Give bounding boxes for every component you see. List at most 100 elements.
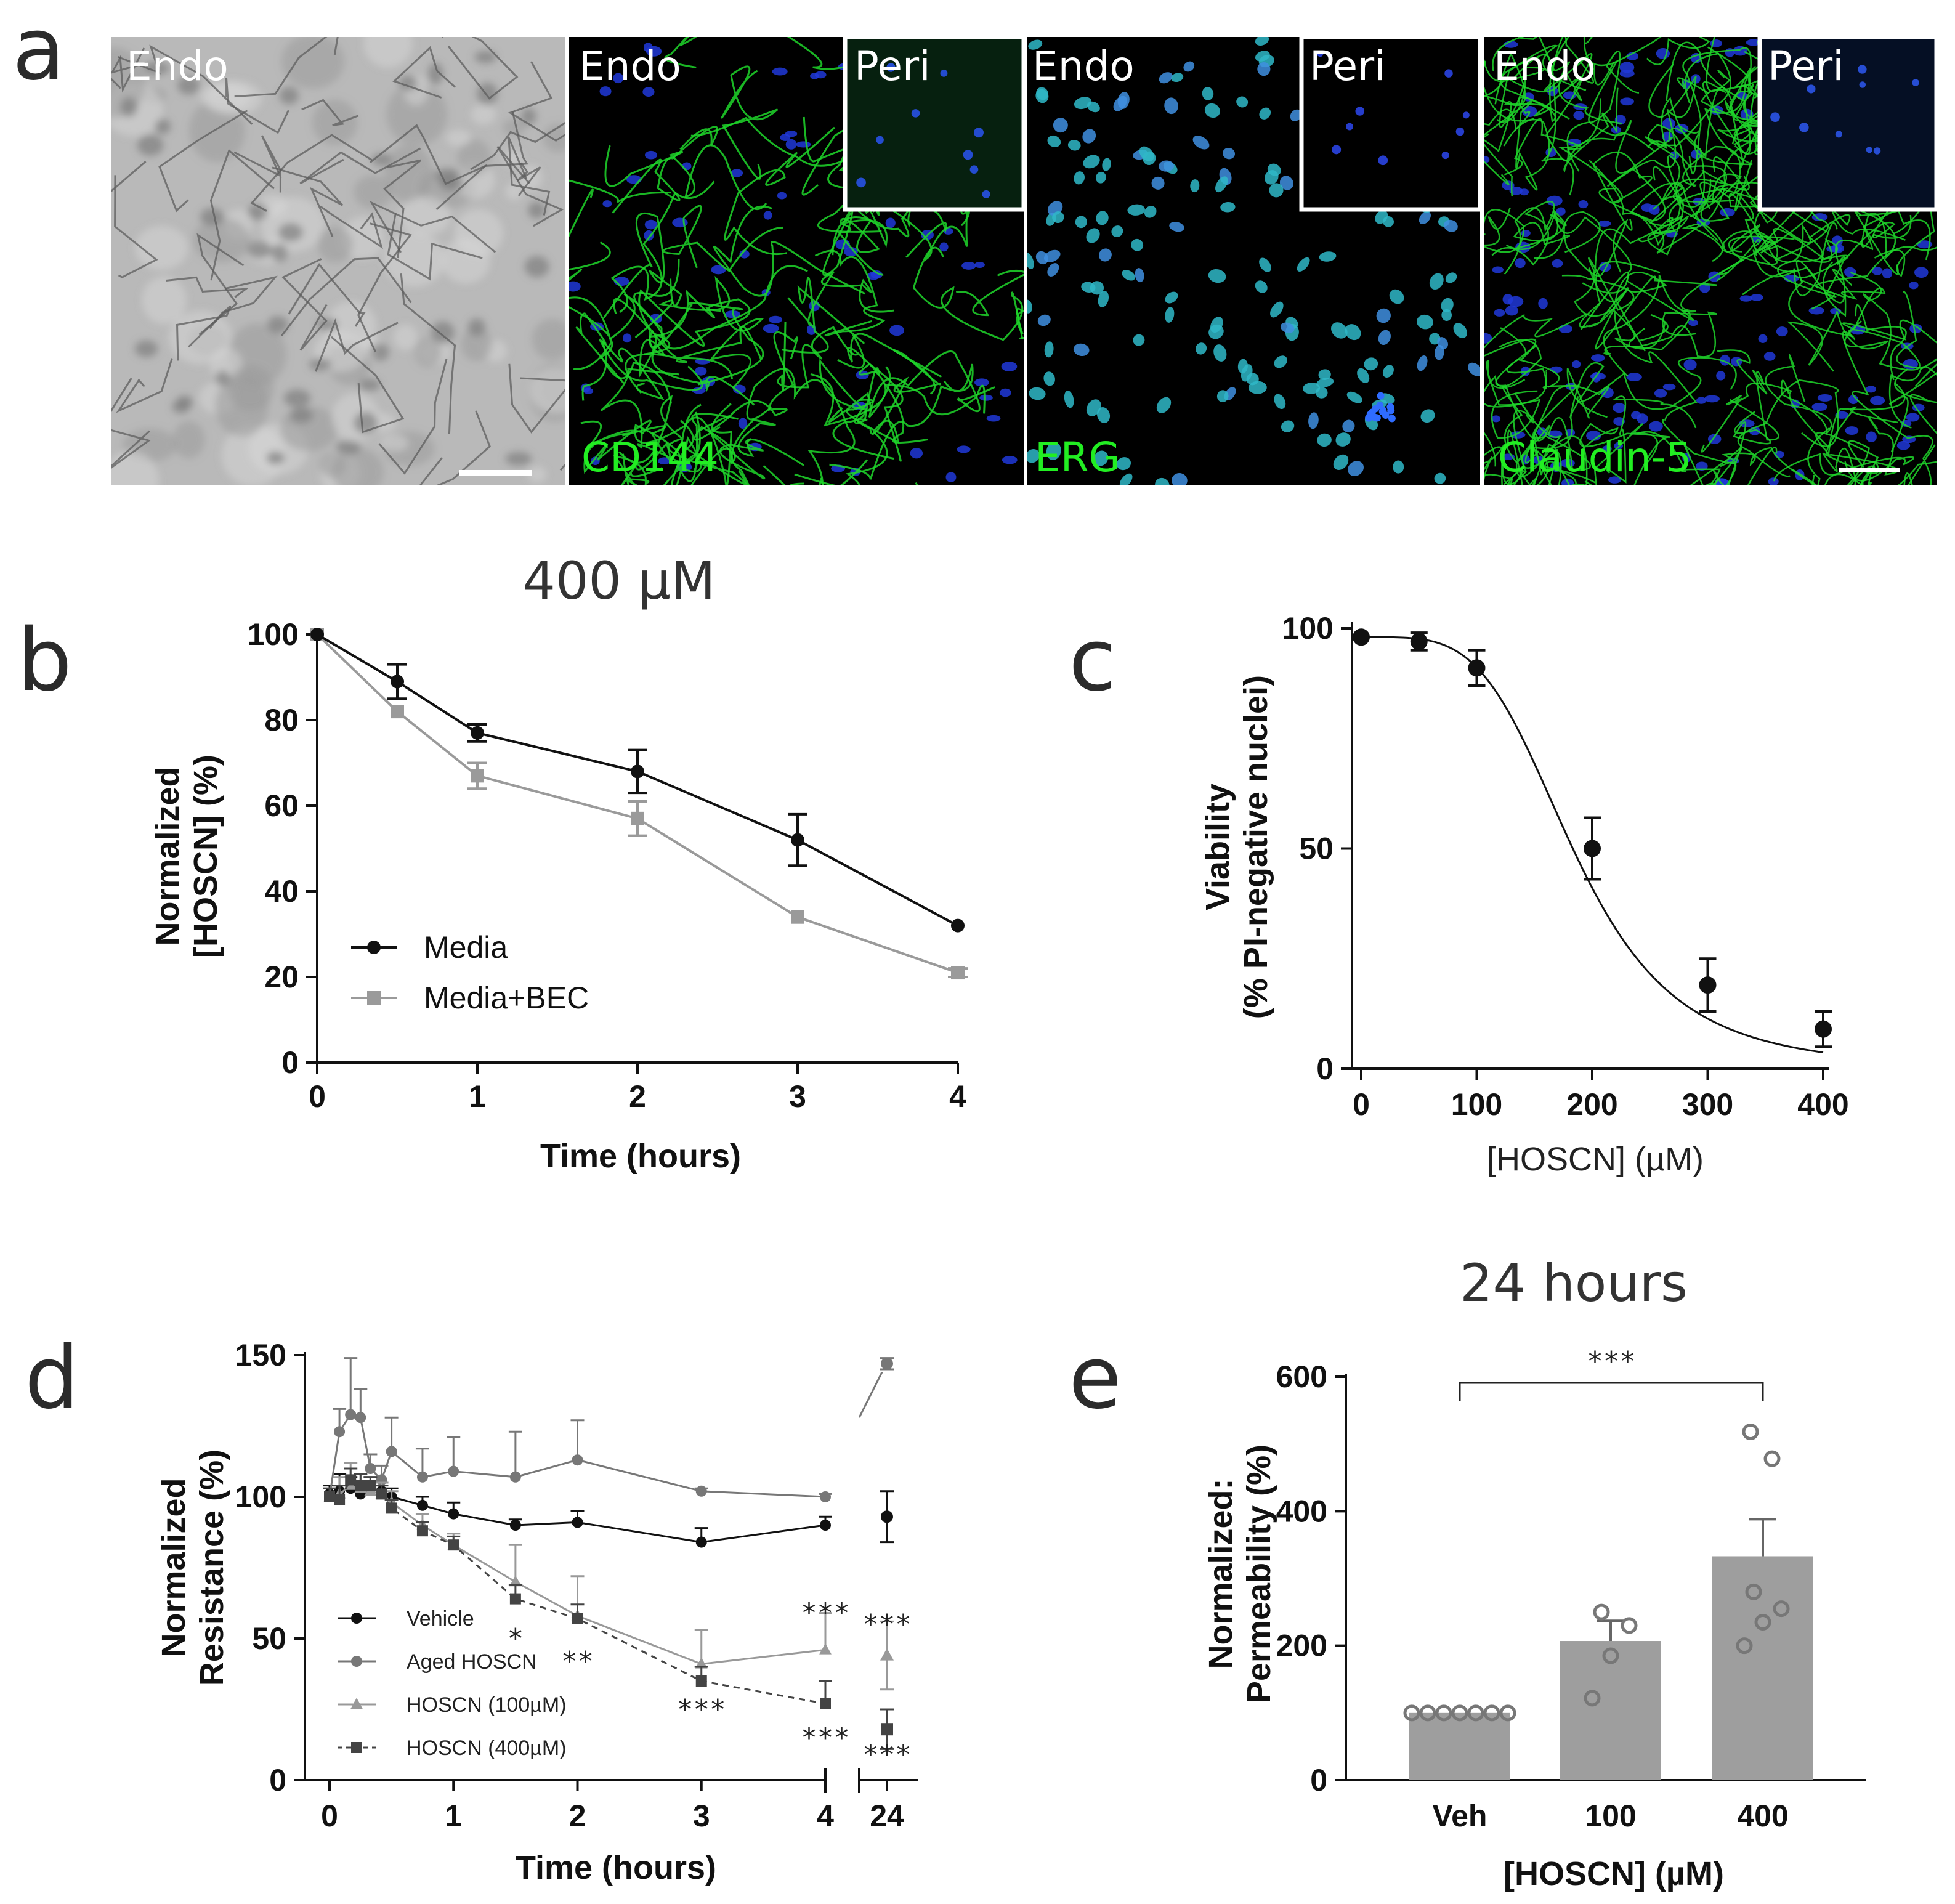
x-tick-label: 1 [445, 1799, 462, 1833]
data-point [572, 1613, 583, 1624]
data-point [448, 1465, 459, 1477]
x-tick-label: 24 [870, 1799, 904, 1833]
legend-marker [367, 941, 381, 954]
y-tick-label: 600 [1276, 1359, 1327, 1394]
data-point [572, 1517, 583, 1528]
data-point [386, 1446, 397, 1457]
data-point [1403, 1704, 1420, 1722]
bar [1560, 1641, 1661, 1780]
data-point [881, 1357, 893, 1370]
data-point [1621, 1617, 1638, 1634]
y-tick-label: 0 [1316, 1051, 1334, 1086]
data-point [509, 1520, 521, 1531]
data-point [820, 1698, 831, 1709]
y-tick-label: 50 [252, 1621, 286, 1656]
inset-peri-claudin-5 [1757, 34, 1939, 212]
y-axis-label-line1: Normalized [149, 766, 186, 946]
tile-label-peri: Peri [854, 43, 931, 90]
data-point [1435, 1704, 1452, 1722]
micrograph-phase-contrast [111, 37, 565, 485]
y-tick-label: 0 [281, 1045, 299, 1080]
chart-title: 400 µM [523, 551, 716, 611]
data-point [791, 910, 804, 924]
panel-e-chart: 24 hours 0 200 400 600 Veh 100 400 *** [HOSCN]… [1202, 1253, 1866, 1892]
y-axis-label-line1: Normalized [155, 1478, 192, 1657]
x-tick-label: 300 [1682, 1087, 1733, 1122]
data-point [334, 1426, 346, 1438]
panel-a-micrographs: Endo Endo Peri CD144 Endo Peri ERG Endo … [111, 34, 1939, 485]
data-point [416, 1525, 428, 1537]
data-point [791, 833, 804, 847]
x-axis-label: [HOSCN] (µM) [1487, 1141, 1704, 1178]
x-tick-label: 100 [1585, 1799, 1636, 1833]
significance-mark: *** [862, 1740, 911, 1771]
y-axis-label-line2: Permeability (%) [1241, 1444, 1277, 1703]
data-point [1754, 1613, 1771, 1631]
data-point [820, 1520, 831, 1531]
scale-bar [459, 470, 532, 476]
data-point [1593, 1603, 1610, 1621]
data-point [509, 1575, 522, 1587]
data-point [509, 1471, 521, 1483]
data-point [695, 1485, 707, 1497]
data-point [365, 1463, 376, 1474]
x-tick-label: 2 [569, 1799, 586, 1833]
y-tick-label: 400 [1276, 1494, 1327, 1528]
data-point [376, 1488, 387, 1500]
panel-d-chart: 0 50 100 150 0 1 2 3 4 24 Vehicle Aged HOSCN HOSCN … [155, 1338, 918, 1886]
y-axis-label-line1: Viability [1199, 784, 1236, 910]
data-point [951, 918, 965, 933]
data-point [1451, 1704, 1468, 1722]
fit-curve [1361, 636, 1824, 1054]
data-point [819, 1643, 832, 1655]
legend-label: Media+BEC [424, 981, 589, 1015]
legend-label: Media [424, 930, 508, 965]
y-tick-label: 0 [1310, 1763, 1327, 1797]
data-point [448, 1539, 459, 1551]
legend-label: HOSCN (400µM) [407, 1736, 567, 1760]
series-line [858, 1371, 883, 1418]
tile-label-endo: Endo [126, 43, 229, 90]
panel-c-chart: 0 50 100 0 100 200 300 400 [HOSCN] (µM) Viabili… [1199, 611, 1849, 1178]
chart-title: 24 hours [1460, 1253, 1688, 1313]
significance-mark: *** [1587, 1346, 1635, 1377]
data-point [1499, 1704, 1516, 1722]
y-axis-label-line1: Normalized: [1202, 1478, 1239, 1669]
x-tick-label: Veh [1433, 1799, 1488, 1833]
y-axis-label-line2: Resistance (%) [193, 1449, 230, 1686]
x-tick-label: 3 [789, 1079, 806, 1114]
data-point [1483, 1704, 1500, 1722]
x-tick-label: 0 [1353, 1087, 1370, 1122]
data-point [310, 628, 324, 641]
significance-mark: ** [561, 1646, 594, 1677]
data-point [1468, 659, 1486, 677]
y-tick-label: 20 [264, 960, 299, 994]
data-point [324, 1491, 335, 1502]
data-point [1763, 1450, 1781, 1467]
significance-mark: * [508, 1623, 524, 1655]
legend-label: HOSCN (100µM) [407, 1693, 567, 1717]
legend-marker [351, 1656, 362, 1667]
data-point [386, 1502, 397, 1514]
data-point [334, 1494, 346, 1505]
data-point [1353, 628, 1370, 646]
x-tick-label: 200 [1566, 1087, 1617, 1122]
panel-label-a: a [12, 0, 65, 100]
tile-label-peri: Peri [1309, 43, 1386, 90]
data-point [880, 1648, 894, 1661]
panel-label-e: e [1069, 1328, 1122, 1428]
significance-bracket [1459, 1382, 1764, 1401]
data-point [471, 726, 484, 740]
stain-label-cd144: CD144 [581, 434, 719, 481]
data-point [1736, 1637, 1753, 1655]
scale-bar [1839, 468, 1900, 472]
x-tick-label: 4 [949, 1079, 966, 1114]
data-point [509, 1593, 521, 1605]
panel-label-d: d [25, 1328, 79, 1428]
data-point [1773, 1600, 1790, 1618]
significance-mark: *** [801, 1598, 849, 1629]
data-point [355, 1480, 366, 1491]
tile-label-endo: Endo [579, 43, 681, 90]
data-point [1419, 1704, 1436, 1722]
